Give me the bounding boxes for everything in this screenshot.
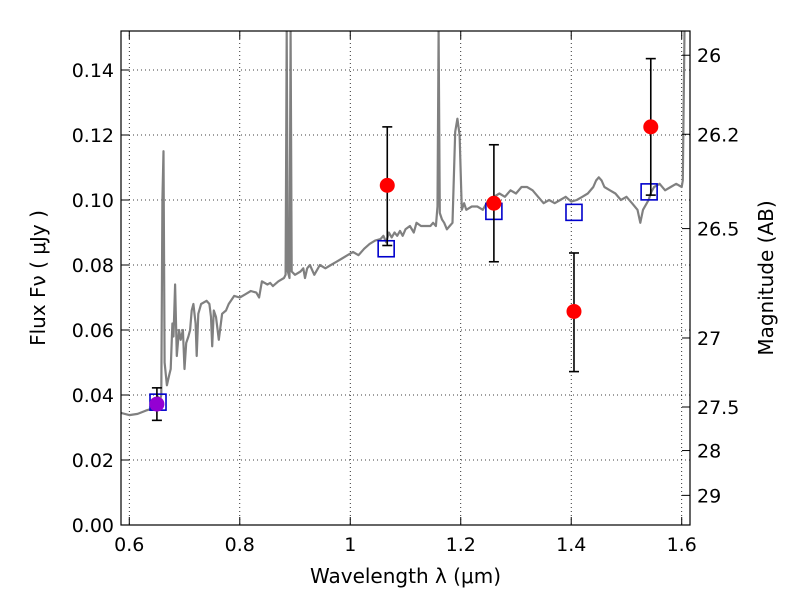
y-axis-label: Flux Fν ( μJy ): [26, 210, 50, 346]
y2-axis-label: Magnitude (AB): [754, 200, 778, 355]
model-spectrum: [121, 31, 686, 417]
x-tick-label: 1.6: [667, 534, 697, 556]
y-tick-label: 0.04: [72, 385, 114, 407]
y2-tick-label: 26.5: [697, 219, 739, 241]
model-photometry-square: [565, 203, 583, 222]
observed-point: [379, 177, 395, 193]
y2-tick-label: 27: [697, 328, 721, 350]
y-tick-label: 0.12: [72, 125, 114, 147]
y2-tick-label: 27.5: [697, 397, 739, 419]
observed-point: [486, 195, 502, 211]
y2-tick-label: 26: [697, 45, 721, 67]
y-tick-label: 0.08: [72, 255, 114, 277]
y2-tick-label: 28: [697, 441, 721, 463]
y2-tick-label: 26.2: [697, 124, 739, 146]
y-tick-label: 0.00: [72, 515, 114, 537]
observed-point: [643, 119, 659, 135]
spectrum-line: [121, 31, 686, 417]
y-tick-label: 0.14: [72, 60, 114, 82]
grid: [121, 31, 690, 526]
x-tick-label: 1: [344, 534, 356, 556]
observed-points: [149, 119, 659, 412]
plot-frame: [120, 30, 691, 526]
model-photometry-square: [640, 183, 658, 201]
error-bars: [151, 57, 656, 422]
y2-tick-label: 29: [697, 485, 721, 507]
y-tick-label: 0.06: [72, 320, 114, 342]
observed-point: [149, 396, 165, 412]
x-tick-label: 1.2: [446, 534, 476, 556]
model-photometry-square: [377, 239, 395, 258]
x-tick-label: 1.4: [556, 534, 586, 556]
y-tick-label: 0.02: [72, 450, 114, 472]
x-axis-label: Wavelength λ (μm): [310, 564, 501, 588]
model-photometry: [149, 183, 658, 411]
observed-point: [566, 303, 582, 319]
x-tick-label: 0.6: [114, 534, 144, 556]
x-tick-label: 0.8: [225, 534, 255, 556]
y-tick-label: 0.10: [72, 190, 114, 212]
axis-ticks: 0.6 0.8 1 1.2 1.4 1.6 0.00 0.02 0.04 0.06 0.08 0.10…: [72, 31, 739, 556]
